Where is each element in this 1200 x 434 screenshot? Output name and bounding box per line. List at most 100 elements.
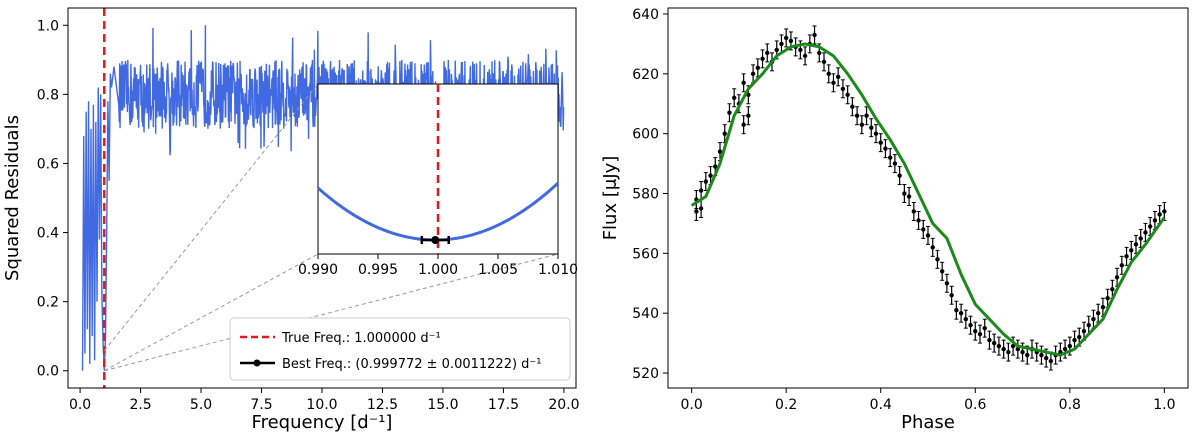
observation-point (1138, 236, 1143, 241)
observation-point (708, 173, 713, 178)
inset-x-tick-label: 0.990 (298, 262, 338, 278)
observation-point (968, 322, 973, 328)
observation-point (755, 65, 761, 71)
observation-point (873, 131, 879, 136)
observation-point (1081, 328, 1087, 334)
observation-point (826, 71, 831, 77)
left-y-tick-label: 0.8 (37, 87, 59, 103)
observation-point (883, 146, 888, 151)
observation-point (1086, 322, 1091, 328)
observation-point (779, 41, 784, 47)
inset-x-tick-label: 0.995 (358, 262, 398, 278)
observation-point (982, 325, 987, 331)
right-y-tick-label: 600 (632, 127, 659, 143)
observation-point (949, 293, 954, 298)
observation-point (991, 340, 997, 346)
inset-best-frequency-point (431, 236, 440, 244)
observation-point (935, 257, 940, 262)
observation-point (746, 113, 751, 118)
observation-point (694, 209, 699, 214)
observation-point (760, 56, 765, 62)
observation-point (902, 191, 907, 196)
left-x-tick-label: 10.0 (306, 397, 337, 413)
observation-point (906, 194, 912, 199)
zoom-connector-right (104, 253, 559, 372)
left-x-axis-label: Frequency [d⁻¹] (252, 412, 393, 433)
observation-point (835, 74, 841, 80)
observation-point (798, 47, 803, 53)
observation-point (887, 155, 893, 160)
observation-point (788, 38, 794, 44)
observation-point (698, 206, 704, 211)
observation-point (765, 50, 770, 56)
observation-point (1124, 254, 1129, 259)
inset-zoom: 0.990 0.995 1.000 1.005 1.010 (298, 83, 578, 278)
right-x-tick-label: 1.0 (1153, 397, 1175, 413)
inset-x-tick-label: 1.010 (538, 262, 578, 278)
observation-point (1129, 248, 1134, 253)
observation-point (944, 281, 950, 286)
observation-point (892, 161, 898, 166)
observation-point (925, 233, 931, 238)
observation-point (802, 53, 808, 59)
inset-x-tick-label: 1.005 (478, 262, 518, 278)
observation-point (1119, 263, 1125, 268)
inset-x-ticks: 0.990 0.995 1.000 1.005 1.010 (298, 254, 578, 278)
observation-point (911, 209, 917, 214)
right-x-ticks: 0.0 0.2 0.4 0.6 0.8 1.0 (681, 388, 1175, 413)
observation-point (963, 316, 969, 322)
left-y-tick-label: 0.6 (37, 156, 59, 172)
right-y-tick-label: 560 (632, 246, 659, 262)
inset-x-tick-label: 1.000 (418, 262, 458, 278)
observation-point (1114, 275, 1120, 280)
right-y-tick-label: 520 (632, 366, 659, 382)
observation-point (750, 71, 756, 77)
model-curve (690, 42, 1166, 357)
observation-point (954, 308, 959, 313)
observation-point (1152, 218, 1158, 223)
right-x-tick-label: 0.6 (964, 397, 986, 413)
right-x-tick-label: 0.2 (775, 397, 797, 413)
observation-point (831, 80, 836, 86)
left-y-tick-label: 1.0 (37, 18, 59, 34)
left-y-axis-label: Squared Residuals (2, 115, 23, 281)
observation-point (840, 86, 846, 91)
inset-zoom-connectors (103, 83, 559, 372)
left-x-tick-label: 2.5 (129, 397, 151, 413)
observation-point (741, 122, 746, 127)
observation-point (1091, 316, 1096, 322)
right-plot-area (690, 25, 1167, 371)
left-y-tick-label: 0.0 (37, 364, 59, 380)
observation-point (897, 173, 902, 178)
legend-label-best-freq: Best Freq.: (0.999772 ± 0.0011222) d⁻¹ (282, 357, 542, 372)
zoom-connector-left (104, 253, 319, 372)
observation-point (1015, 346, 1021, 352)
observation-point (1010, 343, 1016, 349)
observation-point (850, 104, 855, 109)
left-x-tick-label: 17.5 (488, 397, 519, 413)
legend: True Freq.: 1.000000 d⁻¹ Best Freq.: (0.… (229, 317, 571, 381)
left-x-ticks: 0.0 2.5 5.0 7.5 10.0 12.5 15.0 17.5 20.0 (69, 388, 579, 413)
observation-point (1110, 287, 1115, 292)
right-x-tick-label: 0.4 (870, 397, 892, 413)
observation-point (817, 50, 822, 56)
left-x-tick-label: 0.0 (69, 397, 91, 413)
observation-point (958, 310, 964, 316)
right-axes-frame (667, 7, 1189, 389)
observation-point (741, 80, 746, 86)
right-y-tick-label: 540 (632, 306, 659, 322)
right-x-tick-label: 0.8 (1059, 397, 1081, 413)
observation-point (1067, 343, 1073, 349)
left-y-tick-label: 0.4 (37, 226, 59, 242)
observation-point (1020, 349, 1025, 355)
legend-box (229, 317, 571, 381)
observation-point (1001, 346, 1006, 352)
observation-point (930, 245, 935, 250)
observation-point (1072, 337, 1077, 343)
observation-point (1025, 352, 1030, 358)
observation-point (783, 35, 789, 41)
observation-point (921, 227, 926, 232)
observation-point (713, 164, 718, 169)
left-y-tick-label: 0.2 (37, 295, 59, 311)
inset-plot-area (317, 84, 560, 254)
